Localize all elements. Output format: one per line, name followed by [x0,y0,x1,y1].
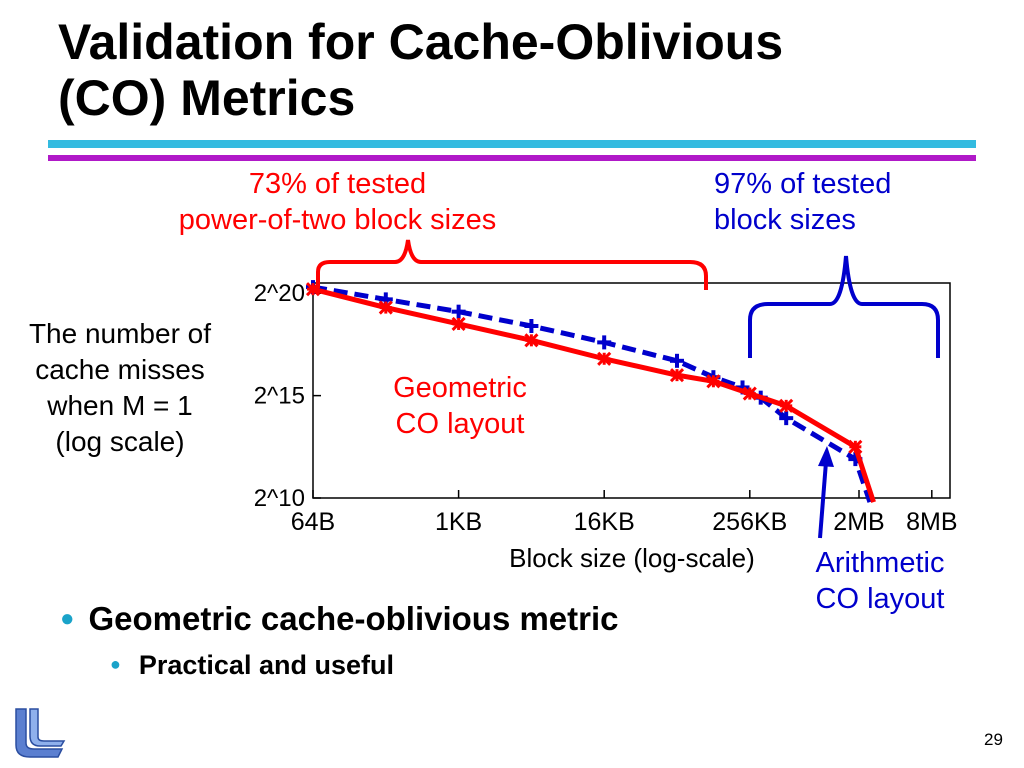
x-tick-label: 64B [291,508,335,536]
arithmetic-arrow-shaft [818,461,828,539]
plot-frame [312,282,951,499]
y-tick-label: 2^15 [254,383,305,410]
y-tick-label: 2^10 [254,485,305,512]
bullet-dot-icon: ● [110,654,121,674]
chart-brackets [316,239,940,539]
data-point-geometric [451,316,466,332]
data-point-geometric [742,386,757,401]
label-arithmetic-layout-line2: CO layout [815,583,945,615]
label-geometric-layout: Geometric CO layout [360,370,560,442]
data-point-arithmetic [451,304,466,319]
arithmetic-coverage-brace [748,255,940,358]
geometric-coverage-brace [316,239,708,290]
annotation-arithmetic-coverage-line1: 97% of tested [714,168,892,200]
bullet-level2-text: Practical and useful [138,650,394,680]
annotation-arithmetic-coverage-line2: block sizes [714,204,856,236]
data-point-geometric [706,374,721,389]
x-tick-label: 16KB [574,508,635,536]
bullet-dot-icon: ● [60,605,75,632]
x-tick-label: 8MB [906,508,957,536]
title-rule-bottom [48,155,976,161]
data-point-geometric [779,398,794,413]
x-axis-label: Block size (log-scale) [509,543,755,573]
label-geometric-layout-line1: Geometric [393,372,527,404]
series-line-arithmetic [312,284,873,503]
annotation-geometric-coverage-line1: 73% of tested [248,168,427,200]
x-tick-label: 1KB [435,508,482,536]
label-arithmetic-layout-line1: Arithmetic [815,547,945,579]
title-rule-top [48,140,976,148]
page-number: 29 [984,730,1003,749]
x-tick-label: 2MB [833,508,884,536]
title-line-2: (CO) Metrics [58,70,356,126]
data-point-geometric [848,439,863,454]
label-geometric-layout-line2: CO layout [395,408,525,440]
data-point-geometric [524,333,539,348]
chart-axes: 64B 1KB 16KB 256KB 2MB 8MB 2^20 2^15 2^10 Block s… [254,280,958,573]
bullet-level1: ● Geometric cache-oblivious metric [60,600,619,638]
data-point-geometric [597,351,612,366]
slide-title: Validation for Cache-Oblivious (CO) Metr… [58,14,988,126]
chart-series [305,280,876,503]
annotation-geometric-coverage: 73% of tested power-of-two block sizes [140,166,535,238]
bullet-level1-text: Geometric cache-oblivious metric [88,600,619,637]
y-axis-description-line1: The number of [28,318,212,349]
data-point-geometric [669,368,685,383]
label-arithmetic-layout: Arithmetic CO layout [790,545,970,617]
y-axis-description-line4: (log scale) [55,426,185,457]
annotation-arithmetic-coverage: 97% of tested block sizes [714,166,974,238]
data-point-geometric [378,300,393,315]
arithmetic-arrow-head-icon [818,446,834,467]
y-axis-description-line3: when M = 1 [47,390,193,421]
x-tick-label: 256KB [712,508,787,536]
y-axis-description-line2: cache misses [35,354,205,385]
data-point-arithmetic [597,335,612,350]
institution-logo-icon [15,708,66,758]
annotation-geometric-coverage-line2: power-of-two block sizes [178,204,497,236]
y-tick-label: 2^20 [254,280,305,307]
data-point-arithmetic [524,319,539,333]
data-point-arithmetic [779,411,794,426]
y-axis-description: The number of cache misses when M = 1 (l… [0,316,240,460]
data-point-arithmetic [670,353,684,368]
title-line-1: Validation for Cache-Oblivious [58,14,784,70]
bullet-level2: ● Practical and useful [110,650,394,681]
